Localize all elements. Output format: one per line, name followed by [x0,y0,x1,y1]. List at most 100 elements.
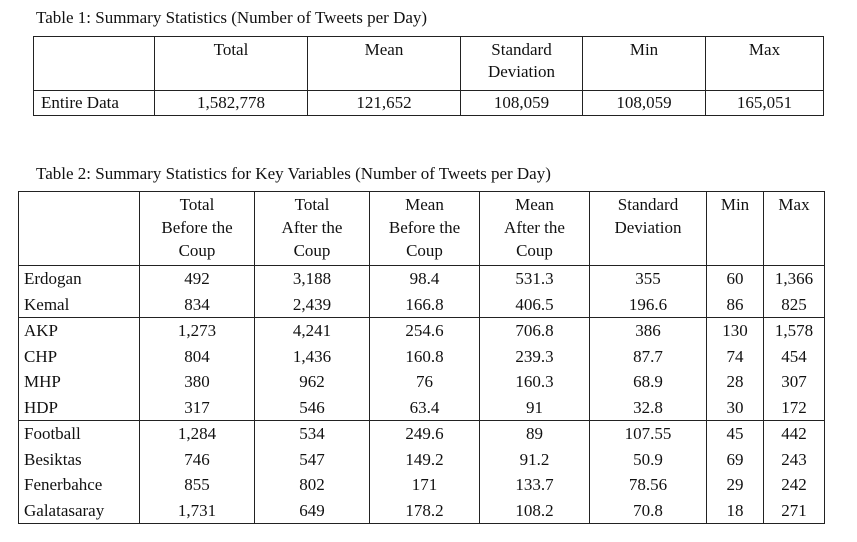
table-cell: 108,059 [582,90,706,116]
table-cell: 547 [299,449,325,469]
column-header-text: Min [720,195,750,214]
column-header-text: Coup [293,241,331,260]
values-cell: 249.6 149.2 171 178.2 [369,420,480,524]
row-label: MHP [24,372,61,391]
column-header-text: After the [281,218,343,237]
table-cell: 160.3 [515,372,554,391]
table-cell: 30 [726,397,744,417]
values-cell: 355 196.6 [589,265,707,318]
table-cell: 121,652 [307,90,461,116]
table-cell: 242 [781,475,807,494]
table1-column-header [33,36,155,91]
table-cell: 70.8 [633,500,663,520]
table-cell: 166.8 [405,294,444,314]
table1-column-header: Standard Deviation [460,36,583,91]
column-header-text: Standard [491,40,552,59]
table1-column-header: Min [582,36,706,91]
table-cell: 834 [184,294,210,314]
values-cell: 98.4 166.8 [369,265,480,318]
table1-caption: Table 1: Summary Statistics (Number of T… [36,8,428,27]
table-cell: 380 [184,372,210,391]
table-cell: 454 [781,346,807,366]
table-cell: 962 [299,372,325,391]
table-cell: 442 [781,424,807,443]
table-cell: 18 [726,500,744,520]
values-cell: 442 243 242 271 [763,420,825,524]
column-header-text: Before the [161,218,233,237]
table-cell: 1,436 [292,346,332,366]
table2-column-header: Min [706,191,764,266]
column-header-text: Standard [617,195,679,214]
table2-caption: Table 2: Summary Statistics for Key Vari… [36,164,551,183]
values-cell: 254.6 160.8 76 63.4 [369,317,480,421]
column-header-text: Coup [406,241,443,260]
table-cell: 29 [726,475,744,494]
table-cell: 492 [184,269,210,288]
table-cell: 746 [184,449,210,469]
values-cell: 1,578 454 307 172 [763,317,825,421]
table-cell: 68.9 [633,372,663,391]
row-label: Kemal [24,294,70,314]
table-cell: 4,241 [292,321,332,340]
table-cell: 107.55 [624,424,672,443]
table-cell: 825 [781,294,807,314]
row-group: AKP CHP MHP HDP 1,273 804 380 317 4,241 1,436 962 5… [18,317,825,421]
row-labels-cell: Erdogan Kemal [18,265,140,318]
table-cell: 271 [781,500,807,520]
table-cell: 133.7 [515,475,554,494]
row-label: Galatasaray [24,500,105,520]
values-cell: 107.55 50.9 78.56 70.8 [589,420,707,524]
values-cell: 386 87.7 68.9 32.8 [589,317,707,421]
table-cell: 1,578 [774,321,814,340]
column-header-text: After the [504,218,565,237]
column-header-text: Total [179,195,215,214]
table-cell: 165,051 [705,90,824,116]
values-cell: 89 91.2 133.7 108.2 [479,420,590,524]
table-cell: 1,582,778 [154,90,308,116]
values-cell: 1,284 746 855 1,731 [139,420,255,524]
column-header-text: Total [213,40,249,59]
table-row: Entire Data 1,582,778 121,652 108,059 108,05… [33,90,824,116]
table-cell: 307 [781,372,807,391]
values-cell: 60 86 [706,265,764,318]
table-cell: 172 [781,397,807,417]
table-cell: 74 [726,346,744,366]
column-header-text: Mean [405,195,444,214]
table1-column-header: Mean [307,36,461,91]
table1-column-header: Total [154,36,308,91]
column-header-text: Max [778,195,810,214]
row-label: Erdogan [24,269,82,288]
table-cell: 130 [722,321,748,340]
table-cell: 2,439 [292,294,332,314]
table2-column-header: Standard Deviation [589,191,707,266]
table-cell: 171 [411,475,438,494]
table-cell: 196.6 [628,294,668,314]
table-cell: 855 [184,475,210,494]
row-label: CHP [24,346,58,366]
table-cell: 69 [726,449,744,469]
row-label: Besiktas [24,449,82,469]
table2-header-row: Total Before the Coup Total After the Coup Mea… [18,191,825,266]
column-header-text: Coup [516,241,553,260]
values-cell: 45 69 29 18 [706,420,764,524]
table-cell: 706.8 [515,321,554,340]
column-header-text: Total [294,195,330,214]
column-header-text: Min [629,40,659,59]
table-cell: 87.7 [633,346,663,366]
row-labels-cell: Football Besiktas Fenerbahce Galatasaray [18,420,140,524]
row-label: HDP [24,397,59,417]
table-cell: 50.9 [633,449,663,469]
table-cell: 249.6 [405,424,444,443]
table-cell: 254.6 [405,321,444,340]
table-cell: 86 [726,294,744,314]
table-cell: 149.2 [405,449,444,469]
column-header-text: Deviation [614,218,682,237]
table-cell: 32.8 [633,397,663,417]
values-cell: 1,366 825 [763,265,825,318]
table-cell: 108,059 [460,90,583,116]
table-cell: 804 [184,346,210,366]
table-cell: 802 [299,475,325,494]
row-group: Erdogan Kemal 492 834 3,188 2,439 98.4 166.8 531… [18,265,825,318]
values-cell: 534 547 802 649 [254,420,370,524]
table-cell: 355 [635,269,661,288]
